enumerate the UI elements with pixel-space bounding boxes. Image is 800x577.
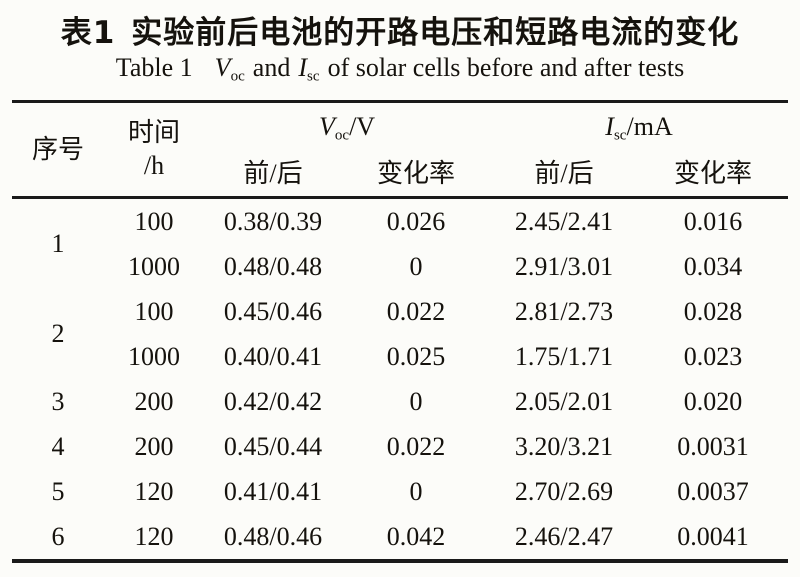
table-row: 1000 0.40/0.41 0.025 1.75/1.71 0.023 (12, 334, 788, 379)
header-voc-subscript: oc (334, 127, 350, 144)
results-table: 序号 时间 /h Voc/V Isc/mA 前/后 变化率 前/后 变化率 1 … (12, 100, 788, 563)
cell-serial: 2 (51, 319, 65, 349)
cell-voc: 0.45/0.46 (223, 296, 323, 326)
cell-isc: 2.45/2.41 (514, 206, 614, 236)
cell-isc-rate: 0.016 (683, 206, 743, 236)
cell-isc: 2.46/2.47 (514, 521, 614, 551)
cell-voc: 0.42/0.42 (223, 386, 323, 416)
header-voc-unit: /V (349, 112, 376, 142)
table-row: 1000 0.48/0.48 0 2.91/3.01 0.034 (12, 244, 788, 289)
table-row: 6 120 0.48/0.46 0.042 2.46/2.47 0.0041 (12, 514, 788, 561)
table-row: 5 120 0.41/0.41 0 2.70/2.69 0.0037 (12, 469, 788, 514)
cell-voc: 0.45/0.44 (223, 431, 323, 461)
cell-voc: 0.40/0.41 (223, 341, 323, 371)
table-number-en: Table 1 (115, 53, 193, 82)
table-header: 序号 时间 /h Voc/V Isc/mA 前/后 变化率 前/后 变化率 (12, 102, 788, 198)
isc-subscript: sc (307, 68, 320, 85)
cell-serial: 1 (51, 229, 65, 259)
cell-voc-rate: 0 (409, 251, 423, 281)
table-row: 4 200 0.45/0.44 0.022 3.20/3.21 0.0031 (12, 424, 788, 469)
header-voc-before-after: 前/后 (243, 158, 303, 188)
caption-en-text: of solar cells before and after tests (327, 53, 685, 82)
header-time: 时间 /h (104, 102, 204, 198)
cell-voc-rate: 0.022 (386, 296, 446, 326)
header-isc-before-after: 前/后 (534, 158, 594, 188)
cell-voc-rate: 0.022 (386, 431, 446, 461)
cell-voc-rate: 0.042 (386, 521, 446, 551)
cell-serial: 3 (51, 386, 65, 416)
caption-and: and (252, 53, 291, 82)
header-isc: Isc/mA (490, 102, 788, 152)
cell-isc: 3.20/3.21 (514, 431, 614, 461)
table-caption-zh: 表1 实验前后电池的开路电压和短路电流的变化 (0, 7, 800, 52)
cell-serial: 5 (51, 476, 65, 506)
header-isc-symbol: I (605, 112, 614, 142)
header-serial: 序号 (31, 134, 84, 164)
cell-isc: 1.75/1.71 (514, 341, 614, 371)
table-row: 1 100 0.38/0.39 0.026 2.45/2.41 0.016 (12, 198, 788, 258)
cell-time: 1000 (128, 251, 180, 281)
header-time-label: 时间 (127, 118, 180, 147)
cell-isc-rate: 0.0037 (677, 476, 749, 506)
cell-time: 100 (134, 206, 174, 236)
cell-time: 100 (134, 296, 174, 326)
cell-time: 200 (134, 386, 174, 416)
cell-voc-rate: 0 (409, 386, 423, 416)
cell-serial: 6 (51, 521, 65, 551)
isc-symbol: I (298, 53, 308, 82)
cell-voc-rate: 0.025 (386, 341, 446, 371)
header-isc-unit: /mA (626, 112, 673, 142)
cell-isc-rate: 0.034 (683, 251, 743, 281)
header-voc-symbol: V (318, 112, 335, 142)
cell-isc-rate: 0.0031 (677, 431, 749, 461)
cell-voc: 0.48/0.48 (223, 251, 323, 281)
table-title-zh: 实验前后电池的开路电压和短路电流的变化 (131, 15, 740, 51)
cell-isc: 2.70/2.69 (514, 476, 614, 506)
cell-serial: 4 (51, 431, 65, 461)
table-number-zh: 表1 (60, 15, 116, 51)
cell-time: 120 (134, 521, 174, 551)
header-voc-change-rate: 变化率 (376, 158, 455, 188)
cell-isc: 2.81/2.73 (514, 296, 614, 326)
cell-isc: 2.91/3.01 (514, 251, 614, 281)
cell-isc-rate: 0.0041 (677, 521, 749, 551)
cell-voc: 0.38/0.39 (223, 206, 323, 236)
header-isc-subscript: sc (613, 127, 627, 144)
cell-isc-rate: 0.020 (683, 386, 743, 416)
table-body: 1 100 0.38/0.39 0.026 2.45/2.41 0.016 10… (12, 198, 788, 562)
cell-voc-rate: 0 (409, 476, 423, 506)
cell-time: 120 (134, 476, 174, 506)
header-voc: Voc/V (204, 102, 490, 152)
cell-isc: 2.05/2.01 (514, 386, 614, 416)
table-caption-en: Table 1 Voc and Isc of solar cells before an… (0, 53, 800, 85)
voc-symbol: V (214, 53, 231, 82)
table-row: 2 100 0.45/0.46 0.022 2.81/2.73 0.028 (12, 289, 788, 348)
cell-voc: 0.41/0.41 (223, 476, 323, 506)
cell-voc: 0.48/0.46 (223, 521, 323, 551)
cell-time: 200 (134, 431, 174, 461)
cell-time: 1000 (128, 341, 180, 371)
header-isc-change-rate: 变化率 (673, 158, 752, 188)
header-time-unit: /h (143, 150, 165, 180)
cell-isc-rate: 0.028 (683, 296, 743, 326)
table-row: 3 200 0.42/0.42 0 2.05/2.01 0.020 (12, 379, 788, 424)
cell-voc-rate: 0.026 (386, 206, 446, 236)
cell-isc-rate: 0.023 (683, 341, 743, 371)
voc-subscript: oc (230, 68, 245, 85)
